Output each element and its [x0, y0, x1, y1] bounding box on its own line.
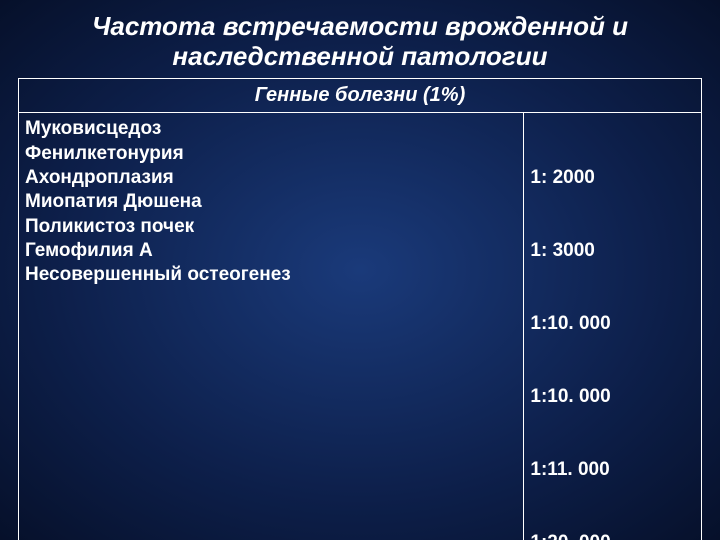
disease-item: Муковисцедоз	[25, 117, 517, 141]
section-body-row: Муковисцедоз Фенилкетонурия Ахондроплази…	[19, 113, 702, 540]
title-line-1: Частота встречаемости врожденной и	[92, 11, 628, 41]
slide-title: Частота встречаемости врожденной и насле…	[18, 12, 702, 72]
freq-item: 1:10. 000	[530, 312, 695, 336]
disease-item: Несовершенный остеогенез	[25, 263, 517, 287]
disease-item: Фенилкетонурия	[25, 142, 517, 166]
disease-item: Гемофилия А	[25, 239, 517, 263]
disease-item: Миопатия Дюшена	[25, 190, 517, 214]
freq-item: 1: 2000	[530, 166, 695, 190]
section-heading: Генные болезни (1%)	[19, 78, 702, 113]
freq-cell: 1: 2000 1: 3000 1:10. 000 1:10. 000 1:11…	[524, 113, 702, 540]
title-line-2: наследственной патологии	[172, 41, 547, 71]
freq-item: 1:10. 000	[530, 385, 695, 409]
freq-item: 1: 3000	[530, 239, 695, 263]
disease-item: Поликистоз почек	[25, 215, 517, 239]
freq-item: 1:11. 000	[530, 458, 695, 482]
section-header-row: Генные болезни (1%)	[19, 78, 702, 113]
slide: Частота встречаемости врожденной и насле…	[0, 0, 720, 540]
disease-cell: Муковисцедоз Фенилкетонурия Ахондроплази…	[19, 113, 524, 540]
disease-item: Ахондроплазия	[25, 166, 517, 190]
freq-item: 1:20. 000	[530, 531, 695, 540]
frequency-table: Генные болезни (1%) Муковисцедоз Фенилке…	[18, 78, 702, 540]
